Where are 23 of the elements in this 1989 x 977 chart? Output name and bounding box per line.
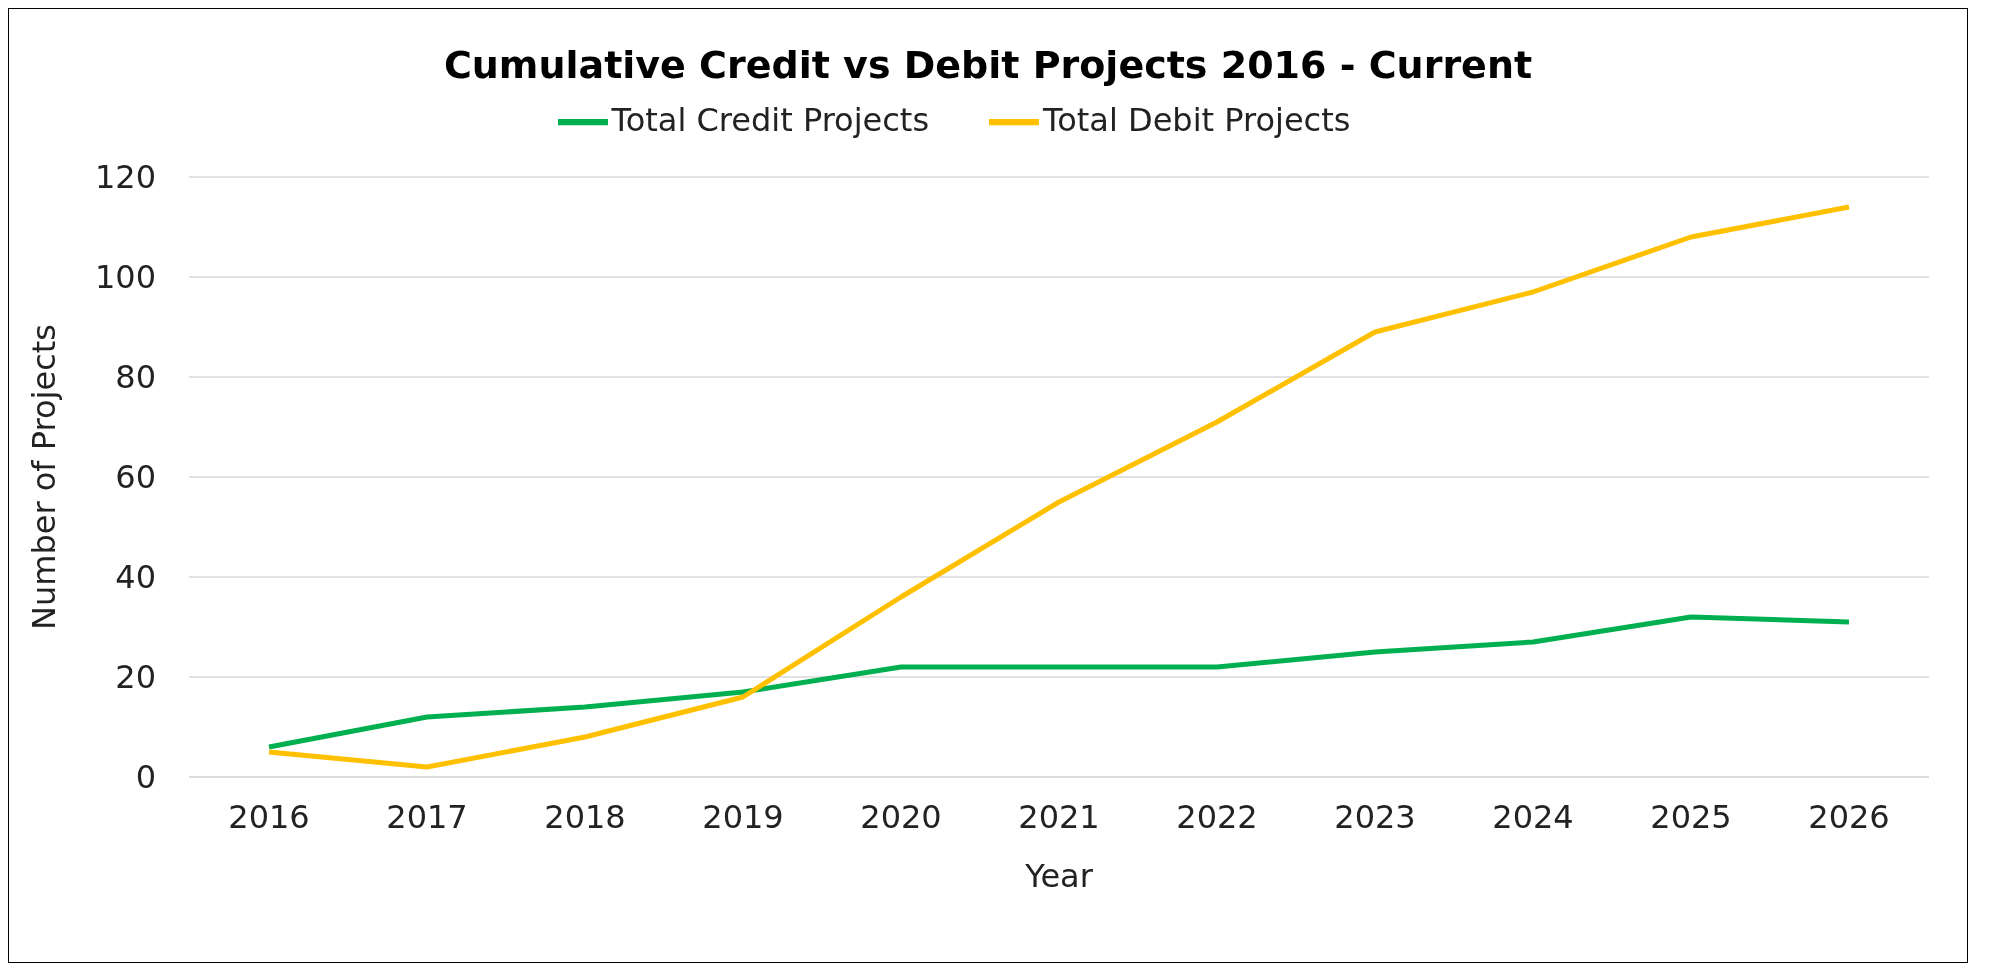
y-tick-label: 40 xyxy=(115,558,156,597)
y-tick-label: 120 xyxy=(94,158,156,197)
x-tick-label: 2018 xyxy=(544,797,626,836)
x-tick-label: 2019 xyxy=(702,797,784,836)
x-tick-label: 2020 xyxy=(860,797,942,836)
legend-label: Total Debit Projects xyxy=(1043,101,1351,139)
x-tick-label: 2026 xyxy=(1808,797,1890,836)
x-tick-label: 2021 xyxy=(1018,797,1100,836)
y-tick-label: 60 xyxy=(115,458,156,497)
y-tick-label: 100 xyxy=(94,258,156,297)
x-axis-title: Year xyxy=(1024,857,1094,895)
x-tick-label: 2025 xyxy=(1650,797,1732,836)
x-tick-label: 2023 xyxy=(1334,797,1416,836)
x-tick-label: 2017 xyxy=(386,797,468,836)
y-axis-title: Number of Projects xyxy=(25,324,64,630)
x-tick-label: 2022 xyxy=(1176,797,1258,836)
y-tick-label: 20 xyxy=(115,658,156,697)
x-tick-label: 2024 xyxy=(1492,797,1574,836)
legend-label: Total Credit Projects xyxy=(611,101,930,139)
x-tick-label: 2016 xyxy=(228,797,310,836)
y-tick-label: 80 xyxy=(115,358,156,397)
chart-title: Cumulative Credit vs Debit Projects 2016 - Current xyxy=(442,43,1534,87)
y-tick-label: 0 xyxy=(135,758,156,797)
